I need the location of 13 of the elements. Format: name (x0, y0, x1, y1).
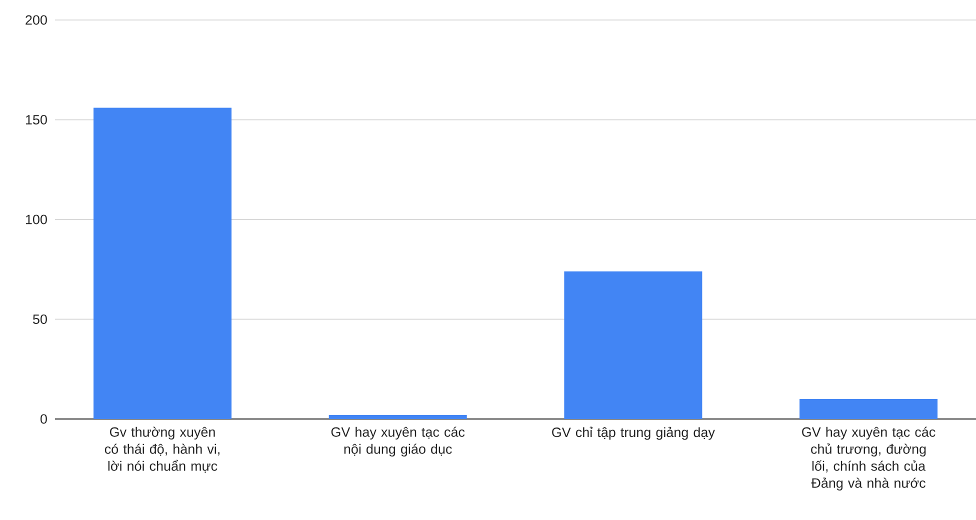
bar (94, 108, 232, 419)
y-tick-label: 100 (26, 214, 47, 224)
y-tick-label: 0 (40, 414, 47, 424)
bar (800, 399, 938, 419)
bar (564, 271, 702, 419)
x-tick-label: GV hay xuyên tạc các nội dung giáo dục (331, 426, 465, 457)
y-tick-label: 50 (33, 314, 47, 324)
x-tick-label: GV hay xuyên tạc các chủ trương, đường lối, chính sách của Đảng và nhà nước (802, 426, 936, 491)
y-tick-label: 150 (26, 114, 47, 125)
y-tick-label: 200 (26, 15, 47, 25)
x-tick-label: GV chỉ tập trung giảng dạy (552, 426, 715, 440)
x-tick-label: Gv thường xuyên có thái độ, hành vi, lời nói chuẩn mực (104, 426, 220, 473)
bar (328, 415, 467, 419)
